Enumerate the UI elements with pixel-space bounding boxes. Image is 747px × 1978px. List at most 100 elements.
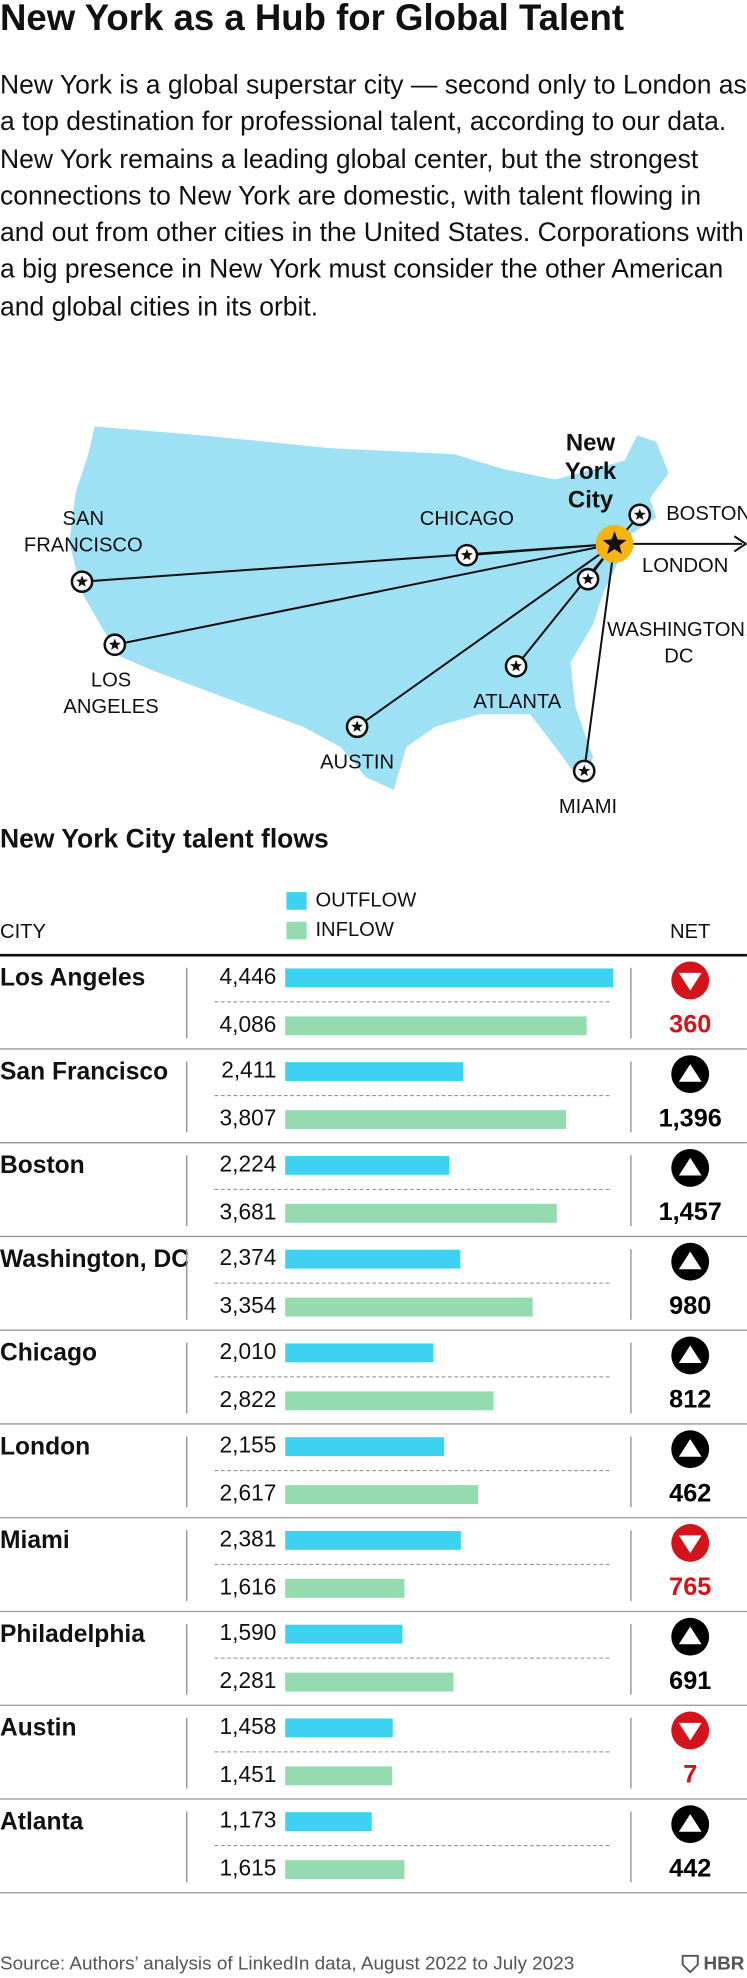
city-name: Austin — [0, 1715, 77, 1742]
net-label: 812 — [669, 1386, 711, 1414]
net-label: 7 — [683, 1761, 697, 1789]
flow-line — [114, 542, 615, 646]
source: Source: Authors’ analysis of LinkedIn da… — [0, 1954, 574, 1975]
city-label: MIAMI — [559, 796, 617, 818]
value-label: 2,224 — [220, 1150, 277, 1176]
value-label: 2,411 — [221, 1057, 276, 1083]
bar — [285, 1203, 557, 1223]
value-label: 4,086 — [220, 1011, 277, 1037]
net-label: 360 — [669, 1011, 711, 1039]
city-name: Boston — [0, 1152, 85, 1179]
net-arrow — [678, 1535, 702, 1554]
description-box: New York is a global superstar city — se… — [0, 70, 747, 322]
net-arrow — [678, 1345, 702, 1363]
bar — [285, 1437, 445, 1457]
description: New York is a global superstar city — se… — [0, 70, 747, 322]
city-label: LONDON — [642, 555, 728, 577]
city-label: BOSTON — [666, 503, 747, 525]
net-arrow — [678, 1251, 702, 1270]
value-label: 2,381 — [220, 1525, 277, 1551]
bar — [285, 1718, 393, 1738]
city-label: CHICAGO — [420, 508, 514, 530]
value-label: 1,615 — [220, 1855, 277, 1881]
bar — [285, 1624, 403, 1644]
city-star — [108, 638, 121, 650]
value-label: 2,281 — [220, 1667, 277, 1693]
city-name: Miami — [0, 1527, 70, 1554]
city-name: Chicago — [0, 1340, 97, 1367]
bar — [285, 1155, 450, 1175]
net-arrow — [678, 1722, 702, 1741]
net-label: 765 — [669, 1573, 711, 1601]
value-label: 2,617 — [220, 1480, 277, 1506]
city-label: WASHINGTON, — [607, 619, 747, 641]
value-label: 4,446 — [220, 963, 277, 989]
net-arrow — [678, 972, 702, 991]
value-label: 1,616 — [220, 1573, 277, 1599]
hub-label: York — [565, 458, 617, 485]
net-label: 980 — [669, 1292, 711, 1320]
city-star — [460, 548, 473, 561]
value-label: 3,807 — [220, 1105, 277, 1131]
city-star — [582, 572, 595, 585]
map: SAN FRANCISCO LOS ANGELES CHICAGO AUSTIN ATLAN… — [24, 426, 747, 818]
net-arrow — [678, 1439, 702, 1457]
net-label: 442 — [669, 1854, 711, 1882]
bar — [285, 1110, 567, 1130]
net-arrow — [678, 1626, 702, 1645]
logo: HBR — [704, 1954, 745, 1975]
legend-label: INFLOW — [315, 919, 393, 941]
hub-label: New — [566, 429, 616, 456]
value-label: 2,155 — [220, 1432, 277, 1458]
bar — [285, 1530, 461, 1550]
page-title: New York as a Hub for Global Talent — [0, 0, 624, 38]
flow-line — [466, 542, 615, 557]
bar — [285, 1485, 479, 1505]
bar — [285, 1249, 461, 1269]
bar — [285, 1343, 434, 1363]
city-star — [76, 575, 89, 587]
hub-star — [602, 531, 627, 555]
bar — [285, 1297, 533, 1317]
net-label: 1,396 — [659, 1104, 722, 1132]
value-label: 2,374 — [220, 1244, 277, 1270]
value-label: 2,822 — [220, 1386, 277, 1412]
category-header: CITY — [0, 921, 46, 943]
bar — [285, 968, 614, 988]
bar — [285, 1672, 454, 1692]
london-arrow — [733, 535, 747, 553]
city-star — [510, 659, 523, 672]
net-arrow — [678, 1064, 702, 1082]
legend-swatch — [286, 892, 307, 910]
city-label: SAN — [63, 508, 104, 530]
city-label: FRANCISCO — [24, 535, 143, 557]
bar — [285, 1812, 372, 1832]
net-arrow — [678, 1157, 702, 1176]
bar — [285, 1766, 393, 1786]
legend-swatch — [286, 921, 307, 940]
chart-title: New York City talent flows — [0, 823, 329, 853]
net-label: 462 — [669, 1479, 711, 1507]
city-star — [633, 508, 646, 520]
city-name: San Francisco — [0, 1058, 168, 1085]
city-label: AUSTIN — [320, 752, 394, 774]
net-arrow — [678, 1814, 702, 1832]
city-name: Atlanta — [0, 1808, 84, 1835]
flow-line — [583, 543, 616, 772]
city-name: Los Angeles — [0, 965, 145, 992]
net-label: 691 — [669, 1667, 711, 1695]
flow-line — [356, 543, 616, 728]
bar — [285, 1860, 405, 1880]
value-label: 1,458 — [220, 1713, 277, 1739]
city-label: DC — [664, 646, 693, 668]
bar — [285, 1391, 494, 1411]
value-label: 3,681 — [220, 1198, 277, 1224]
net-header: NET — [670, 921, 710, 943]
city-name: Philadelphia — [0, 1621, 145, 1648]
value-label: 1,451 — [220, 1761, 277, 1787]
city-label: LOS — [91, 670, 131, 692]
bar — [285, 1016, 587, 1036]
value-label: 1,590 — [220, 1619, 277, 1645]
